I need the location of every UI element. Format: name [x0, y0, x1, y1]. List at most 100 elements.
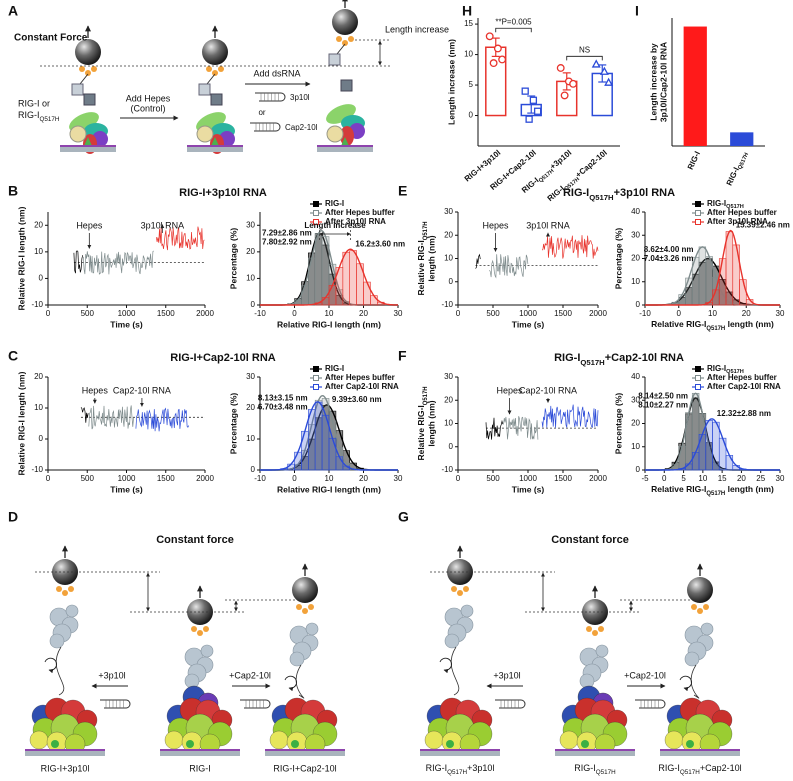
y-tick-label: 10 — [631, 442, 640, 451]
diagram-label: RIG-I or — [18, 98, 50, 108]
surface — [187, 146, 243, 152]
text-part: +3p10l — [467, 763, 494, 773]
protein-domain — [579, 673, 595, 689]
y-tick-label: 40 — [631, 207, 640, 216]
fit-label: 8.62±4.00 nm — [644, 245, 694, 254]
y-tick-label: 10 — [34, 247, 43, 256]
protein-domain — [49, 633, 65, 649]
linker-strand — [450, 646, 460, 696]
hist-bar — [294, 451, 302, 471]
fit-label: 12.32±2.88 nm — [717, 409, 771, 418]
x-tick-label: 30 — [394, 309, 403, 318]
x-tick-label: 1000 — [519, 309, 537, 318]
hist-bar — [335, 456, 344, 471]
legend-label: After Cap2-10l RNA — [707, 382, 781, 391]
legend-label: RIG-I — [325, 364, 344, 373]
linker — [203, 626, 209, 632]
significance-label: NS — [579, 45, 590, 54]
linker — [79, 66, 85, 72]
text-part: RIG-I — [563, 187, 589, 199]
data-point — [599, 66, 609, 75]
linker-strand — [55, 646, 65, 696]
subscript: Q517H — [589, 193, 614, 202]
rna-hairpin — [240, 699, 271, 709]
x-axis-label: Time (s) — [512, 319, 545, 329]
tag — [198, 83, 211, 96]
text-part: Relative RIG-I — [651, 484, 706, 494]
legend-label: After Hepes buffer — [707, 208, 777, 217]
protein-domain — [200, 644, 214, 658]
x-tick-label: 1500 — [554, 309, 572, 318]
x-tick-label: 2000 — [589, 474, 607, 483]
protein-domain — [595, 644, 609, 658]
hist-bar — [307, 257, 316, 306]
x-tick-label: 20 — [359, 474, 368, 483]
linker — [191, 626, 197, 632]
protein-domain — [684, 651, 700, 667]
trace-segment — [475, 253, 481, 269]
legend-marker — [313, 366, 319, 372]
y-tick-label: 0 — [449, 442, 454, 451]
y-tick-label: 0 — [469, 111, 474, 120]
diagram-label: +3p10l — [98, 670, 125, 680]
hist-bar — [314, 401, 323, 471]
linker — [697, 608, 703, 614]
rotation-arrow — [44, 657, 57, 674]
linker — [336, 36, 342, 42]
linker — [197, 630, 203, 636]
y-tick-label: 0 — [449, 277, 454, 286]
subscript: Q517H — [447, 769, 467, 776]
fit-label: 7.04±3.26 nm — [644, 254, 694, 263]
surface-coat — [317, 145, 373, 147]
y-tick-label: 30 — [631, 230, 640, 239]
panel-label: G — [398, 509, 409, 525]
fit-label: 7.29±2.86 nm — [262, 229, 312, 238]
x-axis-label: Relative RIG-I length (nm) — [277, 319, 381, 329]
data-point — [485, 32, 494, 41]
x-tick-label: 0 — [46, 474, 51, 483]
y-tick-label: -10 — [441, 465, 453, 474]
x-tick-label: 0 — [292, 474, 297, 483]
protein-domain — [184, 673, 200, 689]
surface-coat — [265, 749, 345, 751]
y-tick-label: 40 — [631, 372, 640, 381]
y-tick-label: 0 — [39, 274, 44, 283]
legend-label: After Hepes buffer — [325, 208, 395, 217]
y-tick-label: 0 — [251, 300, 256, 309]
linker — [91, 66, 97, 72]
chart-title: RIG-IQ517H+Cap2-10l RNA — [554, 352, 684, 367]
text-part: RIG-I — [574, 763, 596, 773]
diagram-label: RIG-IQ517H — [18, 110, 60, 123]
trace-segment — [82, 250, 154, 275]
legend-label: After 3p10l RNA — [707, 217, 768, 226]
y-tick-label: 0 — [251, 465, 256, 474]
x-tick-label: 1000 — [519, 474, 537, 483]
y-axis-label: length (nm) — [426, 235, 436, 281]
diagram-label: +Cap2-10l — [229, 670, 271, 680]
anchor — [84, 137, 92, 146]
y-tick-label: 0 — [636, 465, 641, 474]
data-point — [489, 59, 498, 68]
surface — [555, 750, 635, 756]
protein-domain — [700, 622, 714, 636]
surface — [317, 146, 373, 152]
legend-label: RIG-IQ517H — [707, 199, 744, 210]
x-tick-label: 0 — [292, 309, 297, 318]
text-part: RIG-I — [658, 763, 680, 773]
x-tick-label: 0 — [662, 474, 667, 483]
protein-domain — [269, 730, 289, 750]
rotation-arrow — [284, 675, 297, 692]
x-tick-label: 1500 — [157, 309, 175, 318]
trace-segment — [155, 226, 205, 251]
linker — [206, 66, 212, 72]
trace-segment — [80, 407, 89, 423]
data-point — [591, 59, 601, 68]
legend-marker — [313, 201, 319, 207]
protein-domain — [289, 651, 305, 667]
y-tick-label: 20 — [34, 220, 43, 229]
trace-segment — [485, 417, 504, 440]
text-part: RIG-I — [554, 352, 580, 364]
construct-label: RIG-I — [189, 763, 211, 773]
bead — [687, 577, 713, 603]
